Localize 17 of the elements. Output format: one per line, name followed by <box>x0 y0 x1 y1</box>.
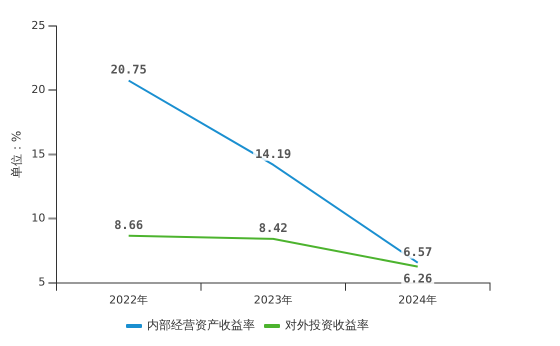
x-tick-label: 2024年 <box>398 293 438 306</box>
data-label: 14.19 <box>255 146 292 161</box>
data-label: 6.26 <box>403 272 432 286</box>
y-tick-label: 20 <box>31 83 46 96</box>
legend-label: 对外投资收益率 <box>285 318 369 332</box>
legend-label: 内部经营资产收益率 <box>147 318 255 332</box>
x-tick-label: 2023年 <box>254 293 293 306</box>
y-axis-title: 单位：% <box>9 130 24 178</box>
y-tick-label: 25 <box>31 18 46 32</box>
x-tick-label: 2022年 <box>109 293 148 306</box>
data-label: 8.66 <box>114 218 144 232</box>
y-tick-label: 10 <box>31 211 46 224</box>
data-label: 8.42 <box>258 221 288 236</box>
data-label: 6.57 <box>403 244 432 259</box>
y-tick-label: 15 <box>31 147 46 160</box>
data-label: 20.75 <box>110 62 147 77</box>
y-tick-label: 5 <box>38 276 46 289</box>
